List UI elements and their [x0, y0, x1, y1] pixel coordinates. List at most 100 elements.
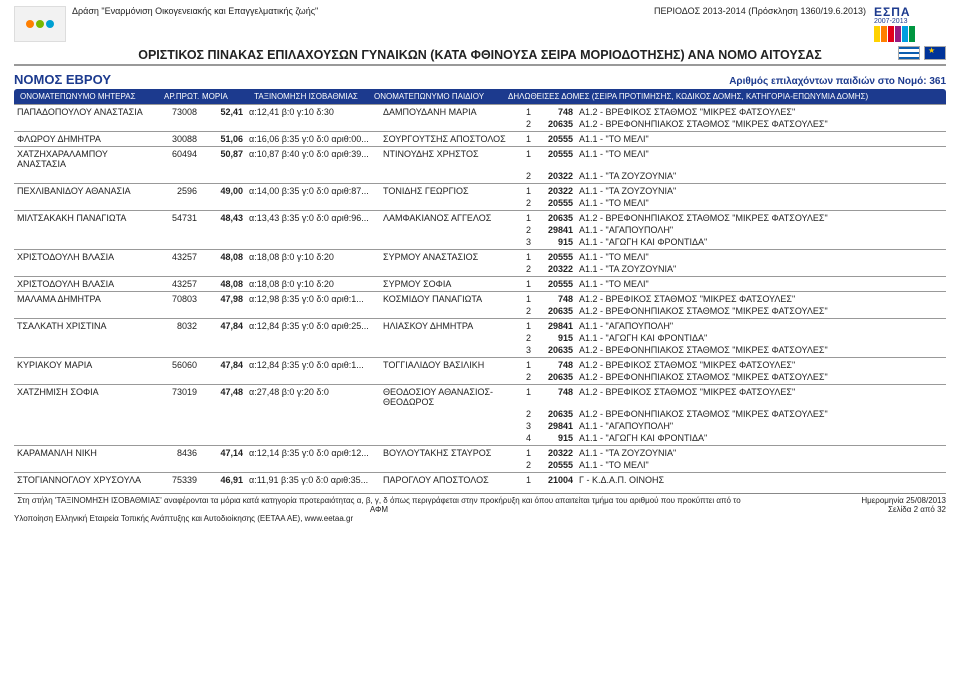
tax-rank: α:27,48 β:0 γ:20 δ:0 [246, 385, 380, 410]
mother-name [14, 306, 160, 319]
tax-rank: α:11,91 β:35 γ:0 δ:0 αριθ:35... [246, 473, 380, 488]
espa-bars-icon [874, 26, 915, 42]
nomos-row: ΝΟΜΟΣ ΕΒΡΟΥ Αριθμός επιλαχόντων παιδιών … [14, 72, 946, 87]
tax-rank: α:12,14 β:35 γ:0 δ:0 αριθ:12... [246, 446, 380, 461]
dome-text: Α1.1 - "ΑΓΑΠΟΥΠΟΛΗ" [576, 225, 946, 237]
col-tax: ΤΑΞΙΝΟΜΗΣΗ ΙΣΟΒΑΘΜΙΑΣ [240, 92, 372, 101]
moria [200, 409, 246, 421]
child-name [380, 333, 516, 345]
tax-rank: α:12,98 β:35 γ:0 δ:0 αριθ:1... [246, 292, 380, 307]
mother-name [14, 409, 160, 421]
moria: 46,91 [200, 473, 246, 488]
dome-order: 1 [516, 277, 534, 292]
dome-text: Α1.2 - ΒΡΕΦΟΝΗΠΙΑΚΟΣ ΣΤΑΘΜΟΣ "ΜΙΚΡΕΣ ΦΑΤ… [576, 409, 946, 421]
mother-name: ΧΡΙΣΤΟΔΟΥΛΗ ΒΛΑΣΙΑ [14, 277, 160, 292]
moria: 47,84 [200, 319, 246, 334]
table-row: ΚΥΡΙΑΚΟΥ ΜΑΡΙΑ5606047,84α:12,84 β:35 γ:0… [14, 358, 946, 373]
dome-code: 20555 [534, 250, 576, 265]
table-row-sub: 220635Α1.2 - ΒΡΕΦΟΝΗΠΙΑΚΟΣ ΣΤΑΘΜΟΣ "ΜΙΚΡ… [14, 372, 946, 385]
dome-order: 2 [516, 198, 534, 211]
dome-code: 748 [534, 105, 576, 120]
tax-rank [246, 460, 380, 473]
moria [200, 225, 246, 237]
child-name: ΝΤΙΝΟΥΔΗΣ ΧΡΗΣΤΟΣ [380, 147, 516, 172]
dome-code: 20322 [534, 264, 576, 277]
dome-code: 915 [534, 237, 576, 250]
table-row: ΤΣΑΛΚΑΤΗ ΧΡΙΣΤΙΝΑ803247,84α:12,84 β:35 γ… [14, 319, 946, 334]
dome-order: 1 [516, 211, 534, 226]
col-child: ΟΝΟΜΑΤΕΠΩΝΥΜΟ ΠΑΙΔΙΟΥ [372, 92, 506, 101]
mother-name [14, 225, 160, 237]
tax-rank [246, 171, 380, 184]
mother-name [14, 264, 160, 277]
dome-order: 1 [516, 292, 534, 307]
gr-flag-icon [898, 46, 920, 60]
child-name: ΒΟΥΛΟΥΤΑΚΗΣ ΣΤΑΥΡΟΣ [380, 446, 516, 461]
mother-name [14, 237, 160, 250]
ar-prot: 8436 [160, 446, 200, 461]
ar-prot [160, 171, 200, 184]
table-row-sub: 220635Α1.2 - ΒΡΕΦΟΝΗΠΙΑΚΟΣ ΣΤΑΘΜΟΣ "ΜΙΚΡ… [14, 409, 946, 421]
ar-prot [160, 345, 200, 358]
dome-text: Α1.1 - "ΤΟ ΜΕΛΙ" [576, 460, 946, 473]
child-name [380, 409, 516, 421]
moria [200, 460, 246, 473]
ar-prot: 56060 [160, 358, 200, 373]
table-row: ΧΑΤΖΗΧΑΡΑΛΑΜΠΟΥ ΑΝΑΣΤΑΣΙΑ6049450,87α:10,… [14, 147, 946, 172]
dome-text: Α1.2 - ΒΡΕΦΙΚΟΣ ΣΤΑΘΜΟΣ "ΜΙΚΡΕΣ ΦΑΤΣΟΥΛΕ… [576, 358, 946, 373]
mother-name [14, 345, 160, 358]
moria [200, 433, 246, 446]
mother-name [14, 460, 160, 473]
dome-text: Γ - Κ.Δ.Α.Π. ΟΙΝΟΗΣ [576, 473, 946, 488]
dome-text: Α1.1 - "ΤΑ ΖΟΥΖΟΥΝΙΑ" [576, 264, 946, 277]
mother-name [14, 171, 160, 184]
dome-code: 29841 [534, 225, 576, 237]
table-row-sub: 220635Α1.2 - ΒΡΕΦΟΝΗΠΙΑΚΟΣ ΣΤΑΘΜΟΣ "ΜΙΚΡ… [14, 119, 946, 132]
ar-prot [160, 421, 200, 433]
dome-order: 1 [516, 250, 534, 265]
dome-code: 20555 [534, 147, 576, 172]
header-right: ΠΕΡΙΟΔΟΣ 2013-2014 (Πρόσκληση 1360/19.6.… [654, 6, 946, 40]
child-name: ΣΟΥΡΓΟΥΤΣΗΣ ΑΠΟΣΤΟΛΟΣ [380, 132, 516, 147]
dome-text: Α1.2 - ΒΡΕΦΟΝΗΠΙΑΚΟΣ ΣΤΑΘΜΟΣ "ΜΙΚΡΕΣ ΦΑΤ… [576, 211, 946, 226]
ar-prot: 73019 [160, 385, 200, 410]
dome-order: 2 [516, 264, 534, 277]
table-row-sub: 3915Α1.1 - "ΑΓΩΓΗ ΚΑΙ ΦΡΟΝΤΙΔΑ" [14, 237, 946, 250]
dome-text: Α1.1 - "ΑΓΩΓΗ ΚΑΙ ΦΡΟΝΤΙΔΑ" [576, 237, 946, 250]
child-name [380, 460, 516, 473]
dome-order: 2 [516, 225, 534, 237]
table-row: ΦΛΩΡΟΥ ΔΗΜΗΤΡΑ3008851,06α:16,06 β:35 γ:0… [14, 132, 946, 147]
col-moria: ΜΟΡΙΑ [200, 92, 240, 101]
dome-order: 1 [516, 446, 534, 461]
col-domes: ΔΗΛΩΘΕΙΣΕΣ ΔΟΜΕΣ (ΣΕΙΡΑ ΠΡΟΤΙΜΗΣΗΣ, ΚΩΔΙ… [506, 92, 942, 101]
tax-rank: α:18,08 β:0 γ:10 δ:20 [246, 277, 380, 292]
tax-rank: α:16,06 β:35 γ:0 δ:0 αριθ:00... [246, 132, 380, 147]
action-line: Δράση "Εναρμόνιση Οικογενειακής και Επαγ… [72, 6, 318, 16]
tax-rank: α:18,08 β:0 γ:10 δ:20 [246, 250, 380, 265]
dome-order: 3 [516, 345, 534, 358]
moria: 49,00 [200, 184, 246, 199]
moria: 48,43 [200, 211, 246, 226]
child-name [380, 264, 516, 277]
dome-code: 20555 [534, 460, 576, 473]
dome-order: 2 [516, 306, 534, 319]
results-table: ΠΑΠΑΔΟΠΟΥΛΟΥ ΑΝΑΣΤΑΣΙΑ7300852,41α:12,41 … [14, 104, 946, 487]
ar-prot: 60494 [160, 147, 200, 172]
ar-prot [160, 198, 200, 211]
tax-rank [246, 264, 380, 277]
table-row: ΜΙΛΤΣΑΚΑΚΗ ΠΑΝΑΓΙΩΤΑ5473148,43α:13,43 β:… [14, 211, 946, 226]
child-name: ΤΟΝΙΔΗΣ ΓΕΩΡΓΙΟΣ [380, 184, 516, 199]
dome-text: Α1.2 - ΒΡΕΦΟΝΗΠΙΑΚΟΣ ΣΤΑΘΜΟΣ "ΜΙΚΡΕΣ ΦΑΤ… [576, 119, 946, 132]
date-text: Ημερομηνία 25/08/2013 [861, 496, 946, 505]
dome-code: 20555 [534, 198, 576, 211]
table-row: ΠΕΧΛΙΒΑΝΙΔΟΥ ΑΘΑΝΑΣΙΑ259649,00α:14,00 β:… [14, 184, 946, 199]
dome-order: 2 [516, 119, 534, 132]
tax-rank [246, 421, 380, 433]
mother-name: ΦΛΩΡΟΥ ΔΗΜΗΤΡΑ [14, 132, 160, 147]
dome-text: Α1.2 - ΒΡΕΦΙΚΟΣ ΣΤΑΘΜΟΣ "ΜΙΚΡΕΣ ΦΑΤΣΟΥΛΕ… [576, 385, 946, 410]
table-row: ΧΡΙΣΤΟΔΟΥΛΗ ΒΛΑΣΙΑ4325748,08α:18,08 β:0 … [14, 250, 946, 265]
moria [200, 237, 246, 250]
dome-text: Α1.2 - ΒΡΕΦΟΝΗΠΙΑΚΟΣ ΣΤΑΘΜΟΣ "ΜΙΚΡΕΣ ΦΑΤ… [576, 345, 946, 358]
table-row: ΚΑΡΑΜΑΝΛΗ ΝΙΚΗ843647,14α:12,14 β:35 γ:0 … [14, 446, 946, 461]
ar-prot [160, 433, 200, 446]
